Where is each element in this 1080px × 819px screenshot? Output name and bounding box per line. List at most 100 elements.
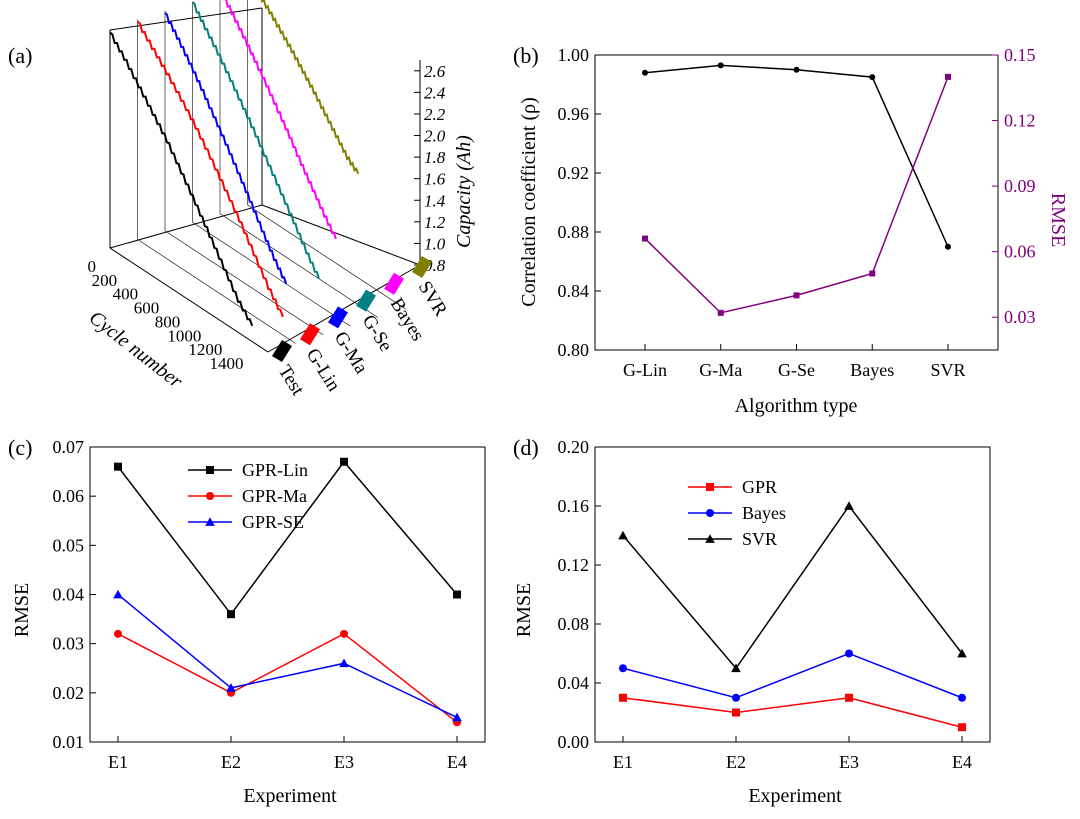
series-correlation-coefficient-point (793, 66, 800, 73)
series-svr-curve (260, 0, 360, 175)
swatch-test (272, 340, 292, 362)
y2-tick-label: 0.06 (1004, 242, 1036, 262)
series-svr-point (731, 663, 741, 673)
x-tick-label: E2 (726, 752, 746, 772)
y2-tick-label: 0.12 (1004, 111, 1036, 131)
series-gpr-line (622, 696, 963, 728)
panel-a-3d-capacity-chart: (a) 0.81.01.21.41.61.82.02.22.42.6020040… (8, 0, 475, 400)
y-tick-label: 0.06 (53, 486, 85, 506)
series-gpr-se-point (452, 712, 462, 722)
series-bayes-point (619, 664, 627, 673)
series-correlation-coefficient-point (717, 62, 724, 69)
series-gpr-ma-point (114, 629, 122, 638)
back-top-edge (109, 7, 263, 31)
series-svr-point (844, 501, 854, 510)
series-correlation-coefficient-point (869, 74, 876, 81)
legend-marker (206, 492, 214, 500)
panel-d-legend: GPR Bayes SVR (688, 477, 786, 549)
legend-marker (705, 534, 715, 543)
x-tick-label: 400 (113, 285, 139, 304)
panel-a-zlabel: Capacity (Ah) (453, 135, 475, 248)
floor-gridline (192, 221, 351, 327)
series-g-lin-curve (136, 20, 284, 318)
panel-a-gridlines (109, 0, 406, 353)
panel-b-ylabel: Correlation coefficient (ρ) (518, 97, 540, 307)
floor-gridline (164, 230, 324, 336)
x-tick-label: G-Ma (699, 360, 742, 380)
z-tick-label: 1.8 (424, 148, 446, 167)
series-gpr-lin-point (340, 457, 348, 466)
series-gpr-se-line (117, 593, 458, 719)
panel-b-axes: 0.80 0.84 0.88 0.92 0.96 1.00 0.03 0.06 0.09 0.12… (558, 45, 1036, 380)
y-tick-label: 0.03 (53, 634, 85, 654)
panel-a-label: (a) (8, 43, 32, 68)
floor-gridline (247, 204, 406, 310)
z-tick-label: 2.6 (424, 62, 446, 81)
swatch-g-ma (328, 306, 348, 329)
series-gpr-lin-line (117, 460, 458, 616)
z-tick-label: 1.2 (424, 213, 446, 232)
panel-c-axes: 0.01 0.02 0.03 0.04 0.05 0.06 0.07 E1 E2 E3 E4 (53, 437, 468, 772)
series-gpr-lin-point (114, 462, 122, 471)
series-rmse-point (717, 309, 724, 316)
z-tick-label: 1.4 (424, 191, 446, 210)
x-tick-label: E1 (613, 752, 633, 772)
series-gpr-point (732, 708, 740, 717)
series-svr-point (618, 530, 628, 540)
x-tick-label: E1 (108, 752, 128, 772)
panel-c-legend: GPR-Lin GPR-Ma GPR-SE (188, 460, 308, 532)
y-tick-label: 0.04 (53, 585, 85, 605)
legend-marker (205, 517, 215, 526)
y-tick-label: 0.96 (558, 104, 590, 124)
series-bayes-curve (223, 0, 337, 240)
x-tick-label: 800 (155, 312, 181, 331)
legend-gpr: GPR (742, 477, 777, 497)
series-test-curve (109, 31, 254, 327)
z-tick-label: 2.0 (424, 127, 446, 146)
series-bayes-line (622, 652, 963, 699)
series-bayes-point (732, 693, 740, 702)
series-rmse-point (642, 235, 648, 242)
x-tick-label: 600 (134, 299, 160, 318)
y-tick-label: 0.08 (558, 614, 590, 634)
panel-b-xlabel: Algorithm type (735, 395, 858, 417)
panel-d-ylabel: RMSE (513, 583, 535, 637)
panel-d-plot-frame (594, 446, 991, 743)
y-tick-label: 0.88 (558, 222, 590, 242)
series-gpr-lin-point (227, 610, 235, 619)
legend-marker (206, 466, 214, 474)
x-tick-label: E2 (221, 752, 241, 772)
y-tick-label: 0.84 (558, 281, 590, 301)
series-bayes-point (958, 693, 966, 702)
label-svr: SVR (414, 278, 452, 321)
y-tick-label: 0.16 (558, 496, 590, 516)
panel-b-plot-frame (594, 54, 999, 351)
series-correlation-coefficient-line (644, 64, 949, 248)
series-svr-line (622, 504, 963, 670)
x-tick-label: E4 (447, 752, 467, 772)
x-tick-label: E3 (839, 752, 859, 772)
z-tick-label: 1.0 (424, 234, 446, 253)
legend-svr: SVR (742, 529, 777, 549)
y-tick-label: 1.00 (558, 45, 590, 65)
y-tick-label: 0.12 (558, 555, 590, 575)
y2-tick-label: 0.03 (1004, 307, 1036, 327)
floor-gridline (219, 213, 379, 318)
swatch-g-lin (300, 323, 320, 346)
panel-b-series (642, 62, 951, 316)
x-tick-label: 1200 (188, 340, 222, 359)
panel-b-y2label: RMSE (1047, 193, 1069, 247)
z-tick-label: 2.4 (424, 83, 446, 102)
x-tick-label: 0 (88, 257, 97, 276)
z-tick-label: 1.6 (424, 170, 446, 189)
series-gpr-point (958, 723, 966, 732)
series-gpr-ma-line (117, 632, 458, 723)
series-rmse-point (869, 270, 876, 277)
series-gpr-se-point (339, 658, 349, 668)
panel-c-rmse-experiment-chart: (c) 0.01 0.02 0.03 0.04 0.05 0.06 0.07 E1 E2 E3 E4… (8, 435, 486, 807)
panel-d-xlabel: Experiment (748, 785, 842, 807)
x-tick-label: G-Se (778, 360, 815, 380)
panel-b-label: (b) (513, 43, 539, 68)
legend-marker (706, 483, 714, 491)
